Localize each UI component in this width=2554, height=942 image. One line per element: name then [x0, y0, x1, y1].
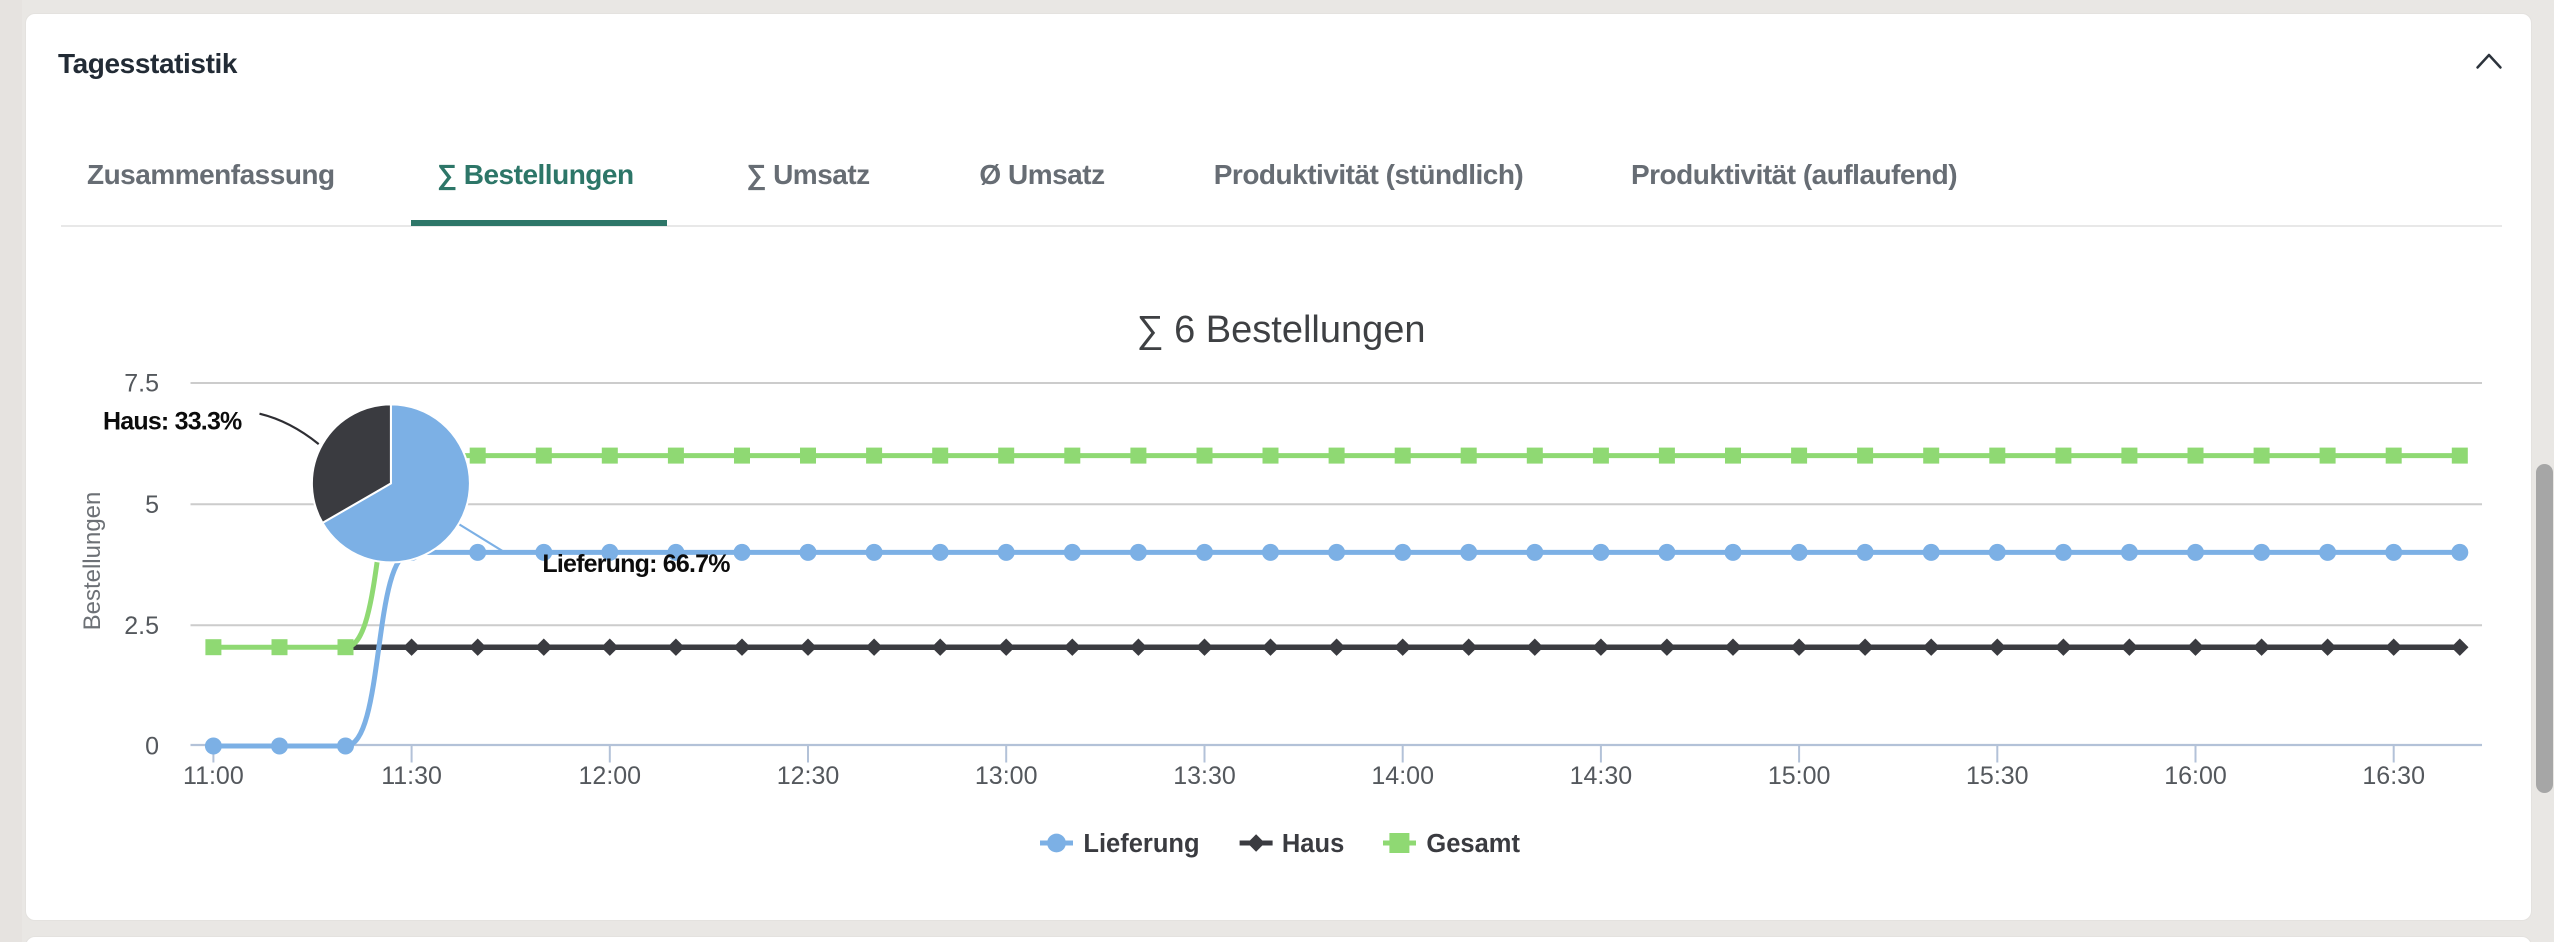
svg-text:12:00: 12:00 — [579, 762, 642, 790]
svg-text:∑ 6 Bestellungen: ∑ 6 Bestellungen — [1136, 309, 1425, 351]
svg-text:Haus: Haus — [1282, 830, 1344, 858]
svg-text:5: 5 — [145, 491, 159, 519]
svg-text:13:00: 13:00 — [975, 762, 1038, 790]
svg-text:13:30: 13:30 — [1173, 762, 1236, 790]
svg-text:Gesamt: Gesamt — [1426, 830, 1520, 858]
svg-text:2.5: 2.5 — [124, 612, 159, 640]
svg-text:7.5: 7.5 — [124, 370, 159, 398]
svg-text:Lieferung: Lieferung — [1083, 830, 1199, 858]
svg-text:Lieferung: 66.7%: Lieferung: 66.7% — [542, 550, 730, 578]
svg-text:0: 0 — [145, 733, 159, 761]
svg-text:16:00: 16:00 — [2164, 762, 2227, 790]
svg-text:11:30: 11:30 — [381, 762, 442, 790]
svg-text:Haus: 33.3%: Haus: 33.3% — [103, 408, 242, 436]
svg-text:11:00: 11:00 — [183, 762, 244, 790]
svg-text:12:30: 12:30 — [777, 762, 840, 790]
svg-text:14:00: 14:00 — [1371, 762, 1434, 790]
svg-text:14:30: 14:30 — [1570, 762, 1633, 790]
svg-text:15:00: 15:00 — [1768, 762, 1831, 790]
svg-text:15:30: 15:30 — [1966, 762, 2029, 790]
svg-text:Bestellungen: Bestellungen — [79, 492, 106, 631]
svg-text:16:30: 16:30 — [2362, 762, 2425, 790]
